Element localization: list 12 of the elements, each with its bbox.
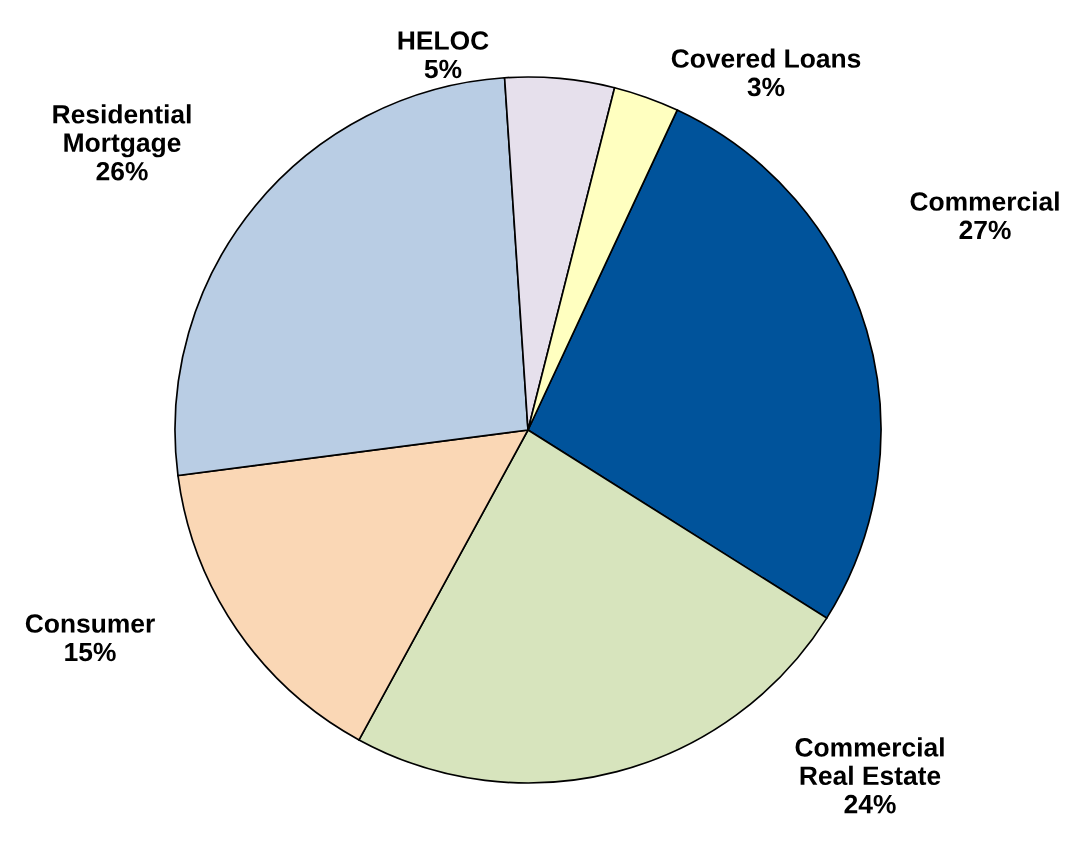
slice-label: Consumer xyxy=(25,614,155,633)
data-label: 5% xyxy=(424,59,462,79)
data-label: 3% xyxy=(747,77,785,97)
data-label: 27% xyxy=(959,220,1011,240)
slice-label: HELOC xyxy=(398,31,489,50)
slice-label: Commercial xyxy=(910,191,1059,211)
data-label: 26% xyxy=(96,161,148,181)
data-label: 15% xyxy=(65,642,116,662)
slice-label: Commercial Real Estate xyxy=(795,737,944,786)
data-label: 24% xyxy=(844,794,896,814)
slice-label: Residential Mortgage xyxy=(53,104,191,158)
slice-label: Covered Loans xyxy=(671,48,861,68)
